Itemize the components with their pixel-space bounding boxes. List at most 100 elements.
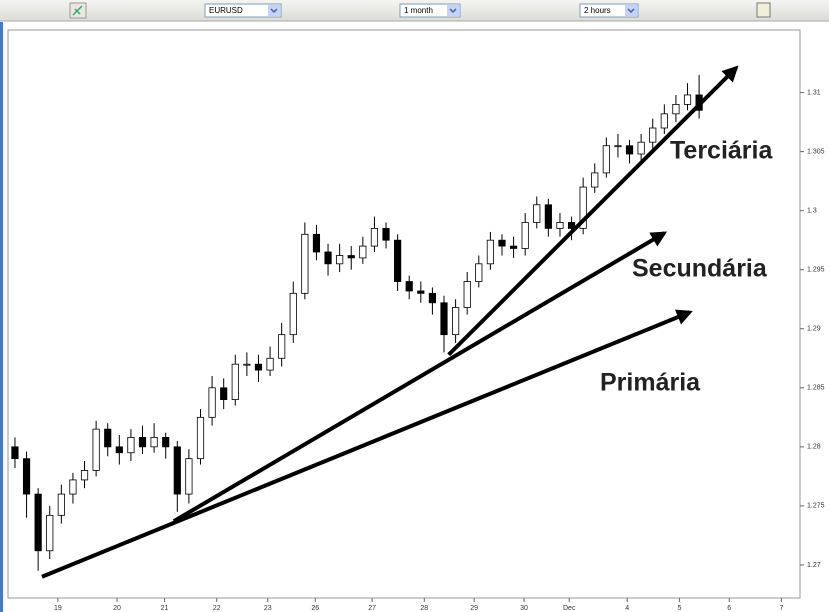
x-tick-label: 6 <box>727 605 731 612</box>
candle-body <box>185 458 193 495</box>
x-tick-label: 28 <box>420 605 428 612</box>
candle-body <box>57 493 65 516</box>
candle-body <box>614 145 622 148</box>
candle-body <box>243 363 251 366</box>
candle-body <box>162 437 170 448</box>
candle-body <box>254 363 263 371</box>
candle-body <box>278 334 286 359</box>
candle-body <box>11 446 19 460</box>
candle-body <box>138 437 147 448</box>
candle-body <box>544 204 552 229</box>
candle-body <box>301 233 309 294</box>
candle-body <box>104 428 112 448</box>
candle-body <box>34 493 42 552</box>
candle-body <box>370 227 379 247</box>
candle-body <box>127 437 135 454</box>
candle-body <box>428 292 436 304</box>
candle-body <box>452 307 460 336</box>
y-tick-label: 1.305 <box>807 148 825 155</box>
y-tick-label: 1.28 <box>807 444 821 451</box>
candle-body <box>336 255 344 265</box>
candle-body <box>382 227 390 241</box>
candle-body <box>672 103 680 115</box>
candle-body <box>649 127 657 143</box>
y-tick-label: 1.29 <box>807 326 821 333</box>
candle-body <box>498 239 506 247</box>
trend-label: Primária <box>600 369 701 397</box>
candle-body <box>80 470 89 481</box>
candle-body <box>625 145 634 155</box>
x-tick-label: 5 <box>677 605 681 612</box>
x-tick-label: 29 <box>470 605 478 612</box>
x-tick-label: 20 <box>113 605 121 612</box>
x-tick-label: 27 <box>368 605 376 612</box>
left-edge <box>0 22 3 612</box>
x-tick-label: 26 <box>311 605 319 612</box>
x-tick-label: 30 <box>520 605 528 612</box>
x-tick-label: 23 <box>264 605 272 612</box>
y-tick-label: 1.295 <box>807 267 825 274</box>
trend-label: Secundária <box>632 255 768 283</box>
x-tick-label: 7 <box>779 605 783 612</box>
candle-body <box>394 239 402 282</box>
period-select[interactable]: 1 month <box>399 3 461 18</box>
candle-body <box>92 428 100 471</box>
y-tick-label: 1.275 <box>807 503 825 510</box>
candle-body <box>266 357 274 371</box>
y-tick-label: 1.285 <box>807 385 825 392</box>
interval-text: 2 hours <box>584 6 611 15</box>
x-tick-label: 22 <box>213 605 221 612</box>
candle-body <box>486 239 494 265</box>
candle-body <box>173 446 181 495</box>
x-tick-label: Dec <box>563 605 576 612</box>
candle-body <box>22 458 31 495</box>
y-tick-label: 1.3 <box>807 208 817 215</box>
y-tick-label: 1.27 <box>807 562 821 569</box>
candle-body <box>405 281 413 292</box>
candle-body <box>660 113 668 129</box>
candle-body <box>475 263 483 282</box>
trend-line <box>172 231 668 523</box>
candle-body <box>359 245 367 259</box>
trend-line <box>447 65 739 357</box>
tool-icon-glyph <box>72 5 83 16</box>
candle-body <box>417 290 425 294</box>
candle-body <box>347 255 355 259</box>
trend-label: Terciária <box>670 137 773 165</box>
candle-body <box>46 514 54 552</box>
candle-body <box>533 204 541 223</box>
x-tick-label: 21 <box>161 605 169 612</box>
symbol-select[interactable]: EURUSD <box>204 3 282 18</box>
candle-body <box>683 94 692 105</box>
candle-body <box>556 222 564 229</box>
candle-body <box>509 245 518 249</box>
candle-body <box>220 387 228 401</box>
candle-body <box>196 416 205 460</box>
candle-body <box>567 222 576 229</box>
candle-body <box>312 233 321 253</box>
plot-frame <box>7 29 801 599</box>
candle-body <box>591 172 599 188</box>
settings-icon[interactable] <box>756 2 771 18</box>
candle-body <box>440 302 448 336</box>
symbol-text: EURUSD <box>209 6 243 15</box>
y-tick-label: 1.31 <box>807 89 821 96</box>
candle-body <box>115 446 123 454</box>
x-tick-label: 19 <box>54 605 62 612</box>
interval-select[interactable]: 2 hours <box>579 3 639 18</box>
candle-body <box>602 145 610 174</box>
candle-body <box>231 363 239 401</box>
candle-body <box>150 437 158 448</box>
candle-body <box>289 292 297 336</box>
candle-body <box>69 479 77 495</box>
period-text: 1 month <box>404 6 433 15</box>
candle-body <box>579 186 587 229</box>
candle-body <box>324 251 332 265</box>
candle-body <box>463 281 471 308</box>
candle-body <box>521 222 529 249</box>
trend-line <box>41 309 693 579</box>
candle-body <box>208 387 216 418</box>
candle-body <box>637 141 645 155</box>
